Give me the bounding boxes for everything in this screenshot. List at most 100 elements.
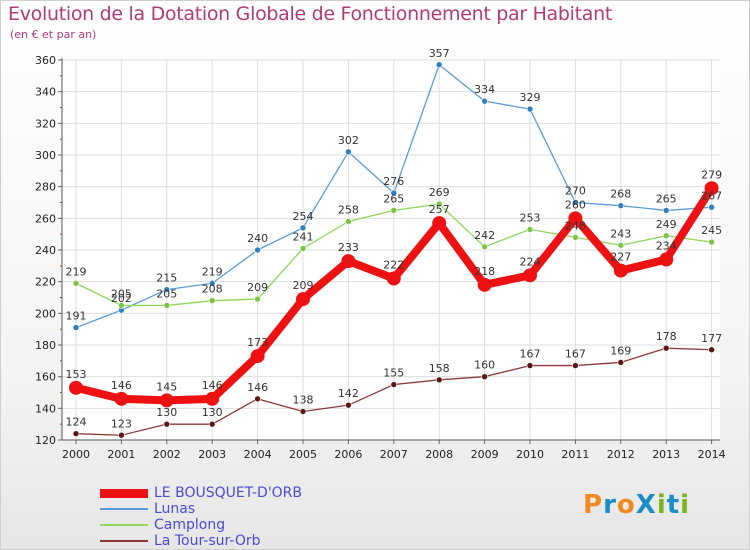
data-label-le-bousquet-d-orb: 257 xyxy=(429,203,450,216)
data-label-camplong: 242 xyxy=(474,229,495,242)
data-label-camplong: 241 xyxy=(293,230,314,243)
data-label-le-bousquet-d-orb: 279 xyxy=(701,168,722,181)
x-tick-label: 2006 xyxy=(334,448,362,461)
data-label-le-bousquet-d-orb: 145 xyxy=(156,380,177,393)
data-point-lunas xyxy=(72,324,80,331)
legend-label: La Tour-sur-Orb xyxy=(154,533,261,549)
data-label-lunas: 215 xyxy=(156,272,177,285)
data-label-camplong: 208 xyxy=(202,283,223,296)
data-point-lunas xyxy=(254,246,261,254)
data-point-le-bousquet-d-orb xyxy=(114,391,129,406)
data-label-lunas: 202 xyxy=(111,292,132,305)
data-point-le-bousquet-d-orb xyxy=(613,263,628,278)
data-label-la-tour-sur-orb: 178 xyxy=(656,330,677,343)
logo-letter: t xyxy=(666,490,681,520)
data-label-camplong: 249 xyxy=(656,218,677,231)
series-layer xyxy=(69,61,719,439)
legend-swatch xyxy=(100,489,148,498)
data-point-lunas xyxy=(708,203,715,211)
data-point-la-tour-sur-orb xyxy=(254,395,261,403)
data-label-le-bousquet-d-orb: 146 xyxy=(202,379,223,392)
y-tick-label: 120 xyxy=(35,434,56,447)
data-label-le-bousquet-d-orb: 153 xyxy=(66,368,87,381)
data-point-la-tour-sur-orb xyxy=(390,381,398,388)
x-tick-label: 2007 xyxy=(380,448,408,461)
x-tick-label: 2009 xyxy=(471,448,499,461)
legend-swatch xyxy=(100,508,148,510)
data-label-lunas: 329 xyxy=(520,91,541,104)
data-label-le-bousquet-d-orb: 173 xyxy=(247,336,268,349)
data-point-la-tour-sur-orb xyxy=(163,420,171,428)
x-tick-label: 2000 xyxy=(62,448,90,461)
data-label-le-bousquet-d-orb: 146 xyxy=(111,379,132,392)
data-point-le-bousquet-d-orb xyxy=(386,271,401,286)
y-tick-label: 180 xyxy=(35,339,56,352)
data-label-la-tour-sur-orb: 130 xyxy=(156,406,177,419)
proxiti-logo: ProXiti xyxy=(583,490,690,520)
data-label-camplong: 265 xyxy=(383,192,404,205)
y-tick-label: 340 xyxy=(35,86,56,99)
data-point-lunas xyxy=(435,61,443,69)
data-point-le-bousquet-d-orb xyxy=(432,216,447,231)
data-label-lunas: 265 xyxy=(656,192,677,205)
data-label-le-bousquet-d-orb: 209 xyxy=(293,279,314,292)
legend-swatch xyxy=(100,524,148,526)
y-tick-label: 260 xyxy=(35,212,56,225)
data-point-lunas xyxy=(163,286,171,293)
data-point-lunas xyxy=(299,224,307,232)
data-label-lunas: 219 xyxy=(202,265,223,278)
data-label-la-tour-sur-orb: 146 xyxy=(247,381,268,394)
x-tick-label: 2011 xyxy=(561,448,589,461)
data-label-la-tour-sur-orb: 123 xyxy=(111,417,132,430)
data-point-camplong xyxy=(390,207,398,214)
data-point-le-bousquet-d-orb xyxy=(69,380,83,395)
data-label-camplong: 243 xyxy=(610,227,631,240)
data-label-la-tour-sur-orb: 142 xyxy=(338,387,359,400)
data-point-la-tour-sur-orb xyxy=(526,362,534,369)
grid xyxy=(62,59,720,441)
data-label-camplong: 219 xyxy=(66,265,87,278)
x-tick-label: 2005 xyxy=(289,448,317,461)
data-point-la-tour-sur-orb xyxy=(118,431,125,439)
data-point-le-bousquet-d-orb xyxy=(659,252,674,267)
data-label-lunas: 276 xyxy=(383,175,404,188)
data-point-la-tour-sur-orb xyxy=(208,420,216,428)
data-point-lunas xyxy=(617,202,625,209)
data-point-lunas xyxy=(345,148,352,156)
data-point-la-tour-sur-orb xyxy=(481,373,488,380)
legend-label: Lunas xyxy=(154,501,196,517)
data-point-camplong xyxy=(254,295,261,303)
logo-letter: i xyxy=(680,490,691,520)
logo-letter: r xyxy=(603,490,617,520)
data-point-la-tour-sur-orb xyxy=(708,346,715,354)
data-label-camplong: 258 xyxy=(338,204,359,217)
y-tick-label: 240 xyxy=(35,244,56,257)
data-label-le-bousquet-d-orb: 234 xyxy=(656,240,677,253)
data-label-lunas: 268 xyxy=(610,188,631,201)
data-label-camplong: 248 xyxy=(565,219,586,232)
data-label-lunas: 357 xyxy=(429,47,450,60)
data-point-camplong xyxy=(662,232,670,240)
data-label-lunas: 267 xyxy=(701,189,722,202)
data-label-la-tour-sur-orb: 177 xyxy=(701,332,722,345)
data-point-camplong xyxy=(208,297,216,304)
data-point-le-bousquet-d-orb xyxy=(568,211,583,226)
data-label-camplong: 269 xyxy=(429,186,450,199)
axes: 120 140 160 180 200 220 240 260 280 300 320 340 360 2… xyxy=(35,54,726,461)
data-point-le-bousquet-d-orb xyxy=(250,349,265,364)
x-tick-label: 2001 xyxy=(107,448,135,461)
data-point-lunas xyxy=(526,105,534,113)
data-label-la-tour-sur-orb: 167 xyxy=(565,348,586,361)
data-label-le-bousquet-d-orb: 227 xyxy=(610,251,631,264)
logo-letter: i xyxy=(656,490,667,520)
data-label-camplong: 209 xyxy=(247,281,268,294)
data-label-le-bousquet-d-orb: 233 xyxy=(338,241,359,254)
data-point-le-bousquet-d-orb xyxy=(523,268,537,283)
data-label-la-tour-sur-orb: 158 xyxy=(429,362,450,375)
data-point-lunas xyxy=(208,279,216,287)
x-tick-label: 2002 xyxy=(153,448,181,461)
data-point-camplong xyxy=(345,218,352,225)
data-point-la-tour-sur-orb xyxy=(662,344,670,352)
data-point-camplong xyxy=(435,200,443,208)
data-point-camplong xyxy=(708,238,715,246)
